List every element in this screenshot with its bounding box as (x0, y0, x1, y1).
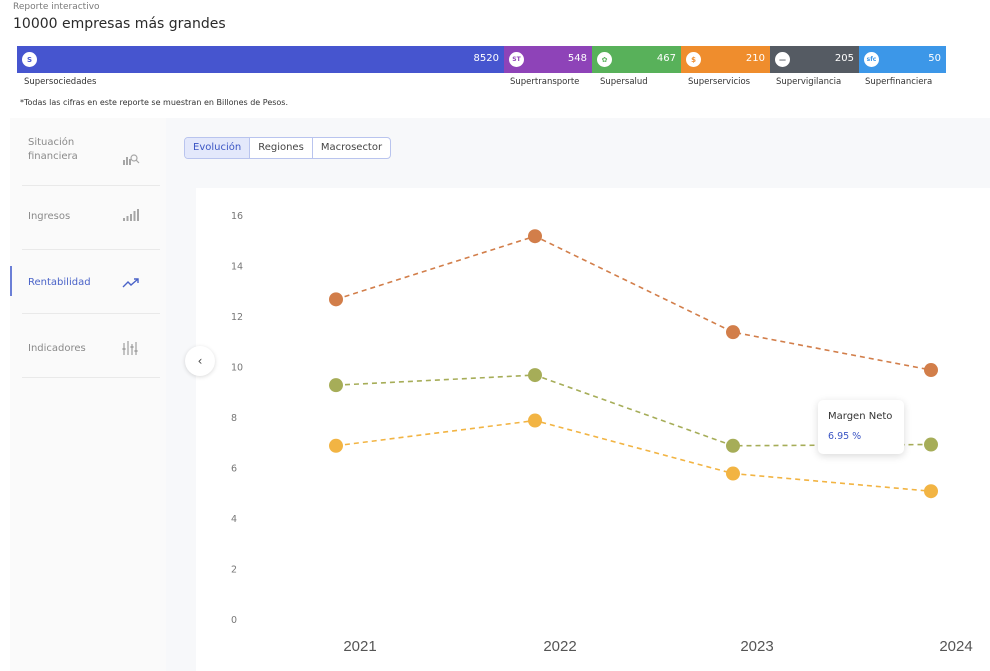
collapse-sidebar-button[interactable]: ‹ (185, 346, 215, 376)
segment-superfinanciera[interactable]: sfc 50 (859, 46, 946, 73)
sidebar-item-label: Situación financiera (28, 137, 78, 162)
sidebar-item-ingresos[interactable]: Ingresos (10, 190, 160, 250)
superservicios-icon: $ (686, 52, 701, 67)
supersociedades-icon: S (22, 52, 37, 67)
data-point[interactable] (924, 484, 938, 499)
indicators-icon (122, 340, 142, 356)
label-superservicios: Superservicios (688, 77, 751, 87)
report-subtitle: Reporte interactivo (13, 2, 100, 12)
superintendencias-bar: S 8520 ST 548 ✿ 467 $ 210 — 205 sfc 50 (17, 46, 946, 73)
tab-regiones[interactable]: Regiones (250, 138, 313, 158)
sidebar-item-rentabilidad[interactable]: Rentabilidad (10, 254, 160, 314)
label-supervigilancia: Supervigilancia (776, 77, 842, 87)
data-point[interactable] (726, 466, 740, 481)
divider (22, 249, 160, 250)
segment-value: 8520 (473, 53, 499, 64)
data-point[interactable] (726, 325, 740, 340)
chart-search-icon (122, 152, 142, 168)
tab-evolucion[interactable]: Evolución (185, 138, 251, 158)
segment-value: 467 (656, 53, 676, 64)
segment-supersalud[interactable]: ✿ 467 (592, 46, 681, 73)
view-tabs: Evolución Regiones Macrosector (184, 137, 392, 159)
data-point[interactable] (329, 378, 343, 393)
label-supertransporte: Supertransporte (510, 77, 580, 87)
trend-up-icon (122, 276, 142, 292)
active-indicator (10, 266, 12, 296)
segment-value: 50 (928, 53, 941, 64)
segment-value: 548 (567, 53, 587, 64)
bar-chart-icon (122, 208, 142, 224)
label-supersociedades: Supersociedades (24, 77, 97, 87)
divider (22, 377, 160, 378)
data-point[interactable] (528, 368, 542, 383)
page-title: 10000 empresas más grandes (13, 16, 226, 32)
supertransporte-icon: ST (509, 52, 524, 67)
tooltip-title: Margen Neto (828, 411, 893, 422)
units-note: *Todas las cifras en este reporte se mue… (20, 98, 289, 107)
superfinanciera-icon: sfc (864, 52, 879, 67)
divider (22, 185, 160, 186)
tab-macrosector[interactable]: Macrosector (320, 142, 383, 153)
supervigilancia-icon: — (775, 52, 790, 67)
data-point[interactable] (924, 437, 938, 452)
label-superfinanciera: Superfinanciera (865, 77, 933, 87)
data-point[interactable] (528, 413, 542, 428)
label-supersalud: Supersalud (600, 77, 648, 87)
data-point[interactable] (924, 363, 938, 378)
segment-superservicios[interactable]: $ 210 (681, 46, 770, 73)
sidebar-item-indicadores[interactable]: Indicadores (10, 318, 160, 378)
sidebar: Situación financiera Ingresos Rentabilid… (10, 118, 166, 671)
supersalud-icon: ✿ (597, 52, 612, 67)
segment-supervigilancia[interactable]: — 205 (770, 46, 859, 73)
chevron-left-icon: ‹ (197, 354, 203, 368)
segment-supertransporte[interactable]: ST 548 (504, 46, 592, 73)
chart-tooltip: Margen Neto 6.95 % (818, 400, 904, 454)
data-point[interactable] (528, 229, 542, 244)
data-point[interactable] (329, 292, 343, 307)
segment-supersociedades[interactable]: S 8520 (17, 46, 504, 73)
sidebar-item-situacion-financiera[interactable]: Situación financiera (10, 126, 160, 186)
segment-value: 205 (834, 53, 854, 64)
sidebar-item-label: Indicadores (28, 343, 86, 354)
data-point[interactable] (329, 438, 343, 453)
data-point[interactable] (726, 438, 740, 453)
segment-value: 210 (745, 53, 765, 64)
divider (22, 313, 160, 314)
tooltip-value: 6.95 % (828, 431, 862, 442)
sidebar-item-label: Ingresos (28, 211, 71, 222)
sidebar-item-label: Rentabilidad (28, 277, 91, 288)
